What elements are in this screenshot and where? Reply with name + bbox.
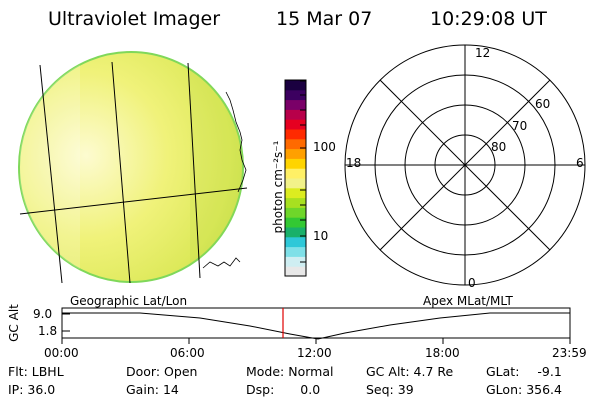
status-flt: Flt: LBHL <box>8 364 64 379</box>
altitude-curve <box>62 312 570 340</box>
status-seq: Seq: 39 <box>366 382 414 397</box>
status-ip: IP: 36.0 <box>8 382 56 397</box>
flt-value: LBHL <box>31 364 64 379</box>
timeline-axis-label: GC Alt <box>7 304 21 342</box>
polar-mlat-mlt-plot <box>344 44 586 286</box>
status-gain: Gain: 14 <box>126 382 179 397</box>
dsp-value: 0.0 <box>300 382 321 397</box>
colorbar-segment <box>285 148 306 159</box>
timeline-xtick-0000: 00:00 <box>44 346 79 360</box>
door-value: Open <box>164 364 198 379</box>
timeline-right-label: Apex MLat/MLT <box>423 294 513 308</box>
colorbar-segment <box>285 168 306 179</box>
colorbar <box>284 79 307 277</box>
colorbar-segment <box>285 187 306 199</box>
timeline-xtick-2359: 23:59 <box>552 346 587 360</box>
status-door: Door: Open <box>126 364 198 379</box>
uv-earth-image <box>18 51 244 283</box>
mlat-label-70: 70 <box>512 119 528 133</box>
timeline-xtick-0600: 06:00 <box>170 346 205 360</box>
status-dsp: Dsp: 0.0 <box>246 382 321 397</box>
status-gc-alt: GC Alt: 4.7 Re <box>366 364 454 379</box>
mlat-label-60: 60 <box>535 97 551 111</box>
colorbar-segment <box>285 109 306 120</box>
status-glat: GLat: -9.1 <box>486 364 562 379</box>
colorbar-segment <box>285 99 306 110</box>
timeline-xtick-1200: 12:00 <box>297 346 332 360</box>
colorbar-unit-label: photon cm⁻²s⁻¹ <box>271 140 285 234</box>
status-mode: Mode: Normal <box>246 364 334 379</box>
gc-alt-value: 4.7 Re <box>413 364 454 379</box>
colorbar-segment <box>285 138 306 150</box>
colorbar-segment <box>285 158 306 169</box>
status-glon: GLon: 356.4 <box>486 382 562 397</box>
colorbar-segment <box>285 89 306 101</box>
coastline-outline <box>202 91 247 269</box>
mlt-label-0: 0 <box>468 276 476 290</box>
colorbar-segment <box>285 178 306 189</box>
seq-value: 39 <box>397 382 414 397</box>
colorbar-segment <box>285 217 306 228</box>
ip-value: 36.0 <box>27 382 56 397</box>
colorbar-segment <box>285 197 306 208</box>
mode-value: Normal <box>288 364 334 379</box>
timeline-ytick-top: 9.0 <box>33 307 53 321</box>
colorbar-segment <box>285 236 306 248</box>
timeline-ytick-bottom: 1.8 <box>38 324 58 338</box>
time-label: 10:29:08 UT <box>430 8 547 30</box>
gain-value: 14 <box>162 382 179 397</box>
colorbar-segment <box>285 80 306 91</box>
colorbar-segment <box>285 227 306 238</box>
instrument-title: Ultraviolet Imager <box>48 8 221 30</box>
colorbar-tick-10: 10 <box>313 229 329 243</box>
timeline-panel <box>61 307 571 344</box>
mlat-label-80: 80 <box>491 140 507 154</box>
mlt-label-18: 18 <box>346 156 362 170</box>
date-label: 15 Mar 07 <box>276 8 373 30</box>
colorbar-segment <box>285 246 306 257</box>
timeline-xtick-1800: 18:00 <box>425 346 460 360</box>
mlt-label-6: 6 <box>576 156 584 170</box>
colorbar-segment <box>285 129 306 140</box>
timeline-left-label: Geographic Lat/Lon <box>70 294 188 308</box>
colorbar-segment <box>285 119 306 130</box>
glat-value: -9.1 <box>537 364 562 379</box>
glon-value: 356.4 <box>526 382 562 397</box>
colorbar-tick-100: 100 <box>313 140 336 154</box>
geographic-grid-lines <box>19 61 248 284</box>
colorbar-segment <box>285 256 306 267</box>
colorbar-segment <box>285 207 306 218</box>
mlt-label-12: 12 <box>475 46 491 60</box>
colorbar-segment <box>285 266 306 277</box>
